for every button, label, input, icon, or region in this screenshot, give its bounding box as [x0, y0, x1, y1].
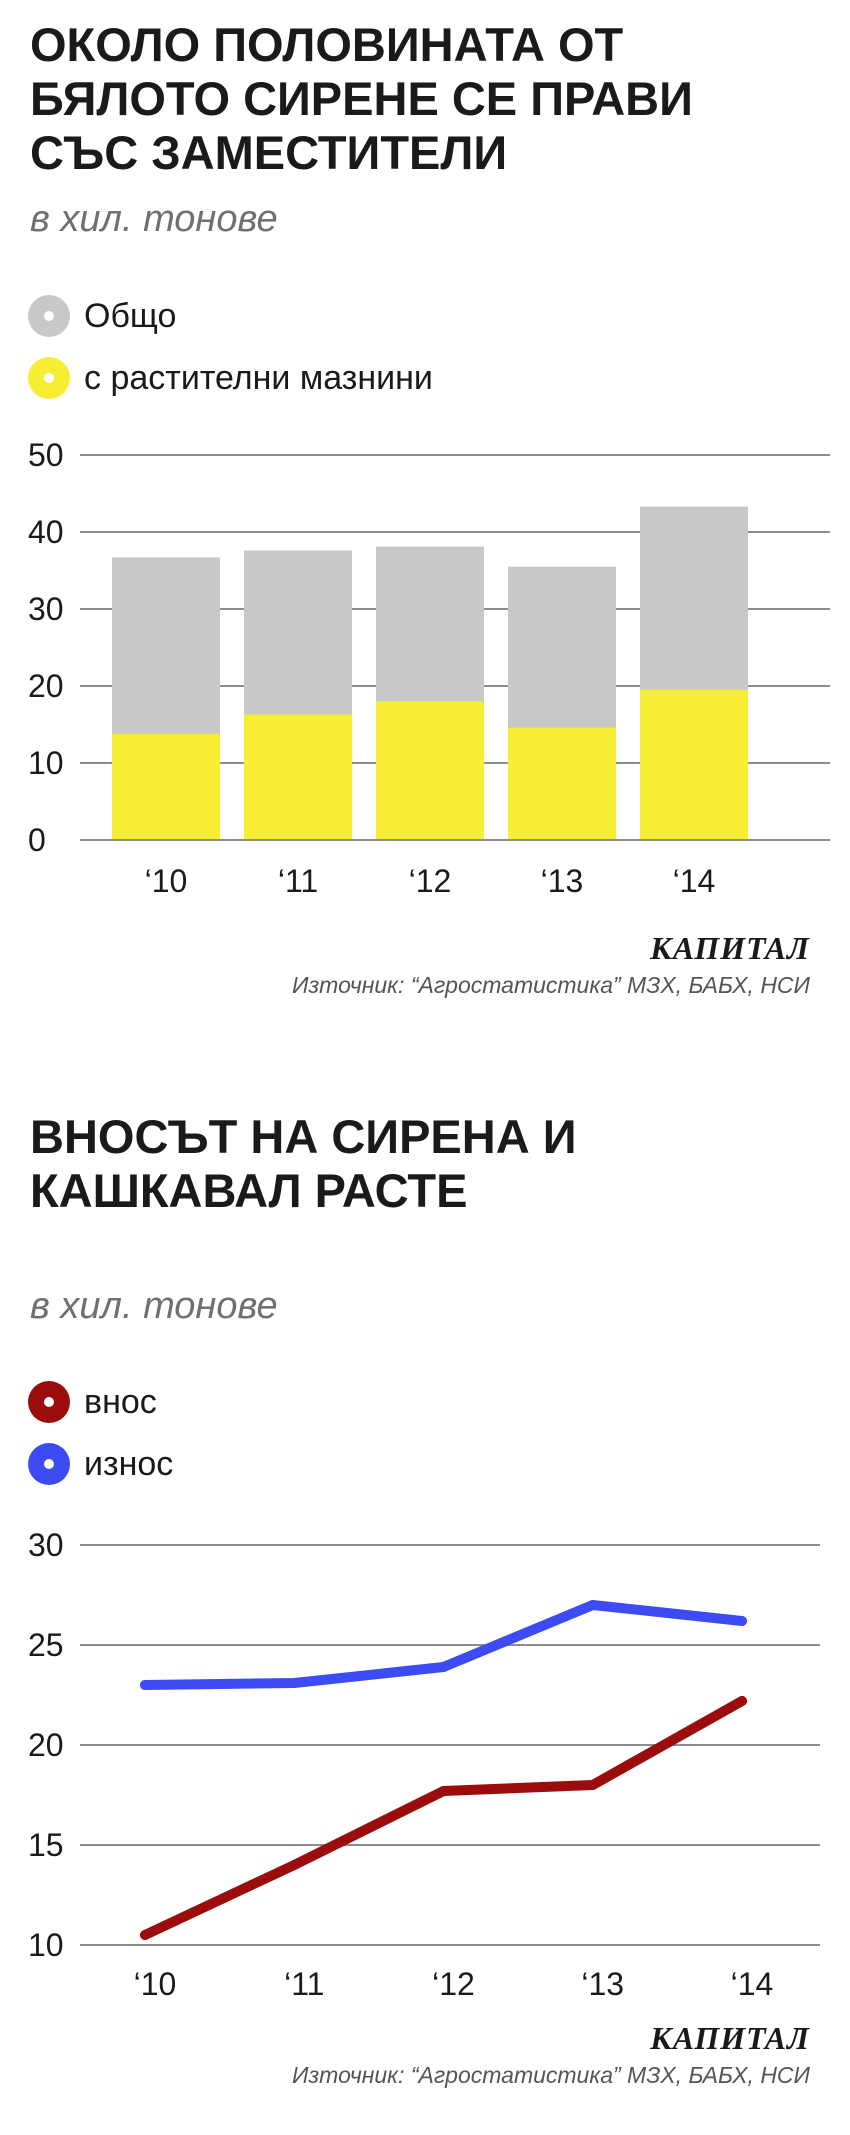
chart-1-subtitle: в хил. тонове — [30, 198, 278, 240]
x-tick-label: ‘14 — [673, 863, 716, 899]
y-tick-label: 20 — [28, 1727, 64, 1763]
chart-2-brand-logo: КАПИТАЛ — [650, 2020, 810, 2056]
y-tick-label: 20 — [28, 668, 64, 704]
chart-1-title: ОКОЛО ПОЛОВИНАТА ОТ БЯЛОТО СИРЕНЕ СЕ ПРА… — [30, 18, 693, 179]
chart-1-source: Източник: “Агростатистика” МЗХ, БАБХ, НС… — [292, 972, 810, 998]
chart-2-section: ВНОСЪТ НА СИРЕНА И КАШКАВАЛ РАСТЕ в хил.… — [0, 1040, 850, 2135]
y-tick-label: 50 — [28, 437, 64, 473]
chart-2-source: Източник: “Агростатистика” МЗХ, БАБХ, НС… — [292, 2062, 810, 2088]
x-tick-label: ‘11 — [278, 863, 318, 899]
data-point-export — [587, 1600, 598, 1610]
bar-vegetable — [640, 689, 748, 840]
legend-dot-yellow-icon — [28, 357, 70, 399]
chart-2-legend-label-export: износ — [84, 1444, 174, 1483]
data-point-import — [438, 1786, 449, 1796]
x-tick-label: ‘10 — [134, 1966, 177, 2002]
legend-dot-blue-icon — [28, 1443, 70, 1485]
y-tick-label: 10 — [28, 1927, 64, 1963]
line-chart: 10 15 20 25 30 ‘10 ‘11 ‘12 ‘13 ‘14 — [28, 1527, 820, 2002]
y-tick-label: 40 — [28, 514, 64, 550]
bar-vegetable — [508, 727, 616, 840]
y-tick-label: 30 — [28, 1527, 64, 1563]
y-tick-label: 10 — [28, 745, 64, 781]
chart-2-legend-label-import: внос — [84, 1382, 157, 1421]
chart-1-legend-item-vegetable: с растителни мазнини — [28, 356, 433, 400]
y-tick-label: 30 — [28, 591, 64, 627]
legend-dot-gray-icon — [28, 295, 70, 337]
data-point-export — [438, 1662, 449, 1672]
y-tick-label: 25 — [28, 1627, 64, 1663]
chart-1-brand-logo: КАПИТАЛ — [650, 930, 810, 966]
chart-1-section: ОКОЛО ПОЛОВИНАТА ОТ БЯЛОТО СИРЕНЕ СЕ ПРА… — [0, 0, 850, 1040]
x-tick-label: ‘10 — [145, 863, 188, 899]
y-tick-label: 15 — [28, 1827, 64, 1863]
chart-2-title: ВНОСЪТ НА СИРЕНА И КАШКАВАЛ РАСТЕ — [30, 1110, 577, 1217]
series-line-import — [140, 1696, 747, 1940]
x-tick-label: ‘13 — [541, 863, 584, 899]
data-point-export — [289, 1678, 300, 1688]
bar-vegetable — [244, 714, 352, 840]
bar-vegetable — [376, 701, 484, 840]
chart-2-subtitle: в хил. тонове — [30, 1285, 278, 1327]
chart-2-legend-item-export: износ — [28, 1442, 173, 1486]
x-tick-label: ‘12 — [409, 863, 452, 899]
data-point-export — [140, 1680, 150, 1690]
data-point-export — [737, 1616, 747, 1626]
x-tick-label: ‘12 — [432, 1966, 475, 2002]
bar-vegetable — [112, 733, 220, 840]
y-tick-label: 0 — [28, 822, 46, 858]
chart-1-legend-label-vegetable: с растителни мазнини — [84, 358, 433, 397]
chart-1-legend-label-total: Общо — [84, 296, 177, 335]
x-tick-label: ‘11 — [284, 1966, 324, 2002]
chart-2-legend-item-import: внос — [28, 1380, 157, 1424]
data-point-import — [587, 1780, 598, 1790]
data-point-import — [737, 1696, 747, 1706]
bar-chart: 0 10 20 30 40 50 ‘10 ‘11 ‘12 ‘13 ‘14 — [28, 437, 830, 899]
x-tick-label: ‘13 — [581, 1966, 624, 2002]
data-point-import — [140, 1930, 150, 1940]
x-tick-label: ‘14 — [731, 1966, 774, 2002]
chart-1-legend-item-total: Общо — [28, 294, 176, 338]
legend-dot-darkred-icon — [28, 1381, 70, 1423]
data-point-import — [289, 1860, 300, 1870]
